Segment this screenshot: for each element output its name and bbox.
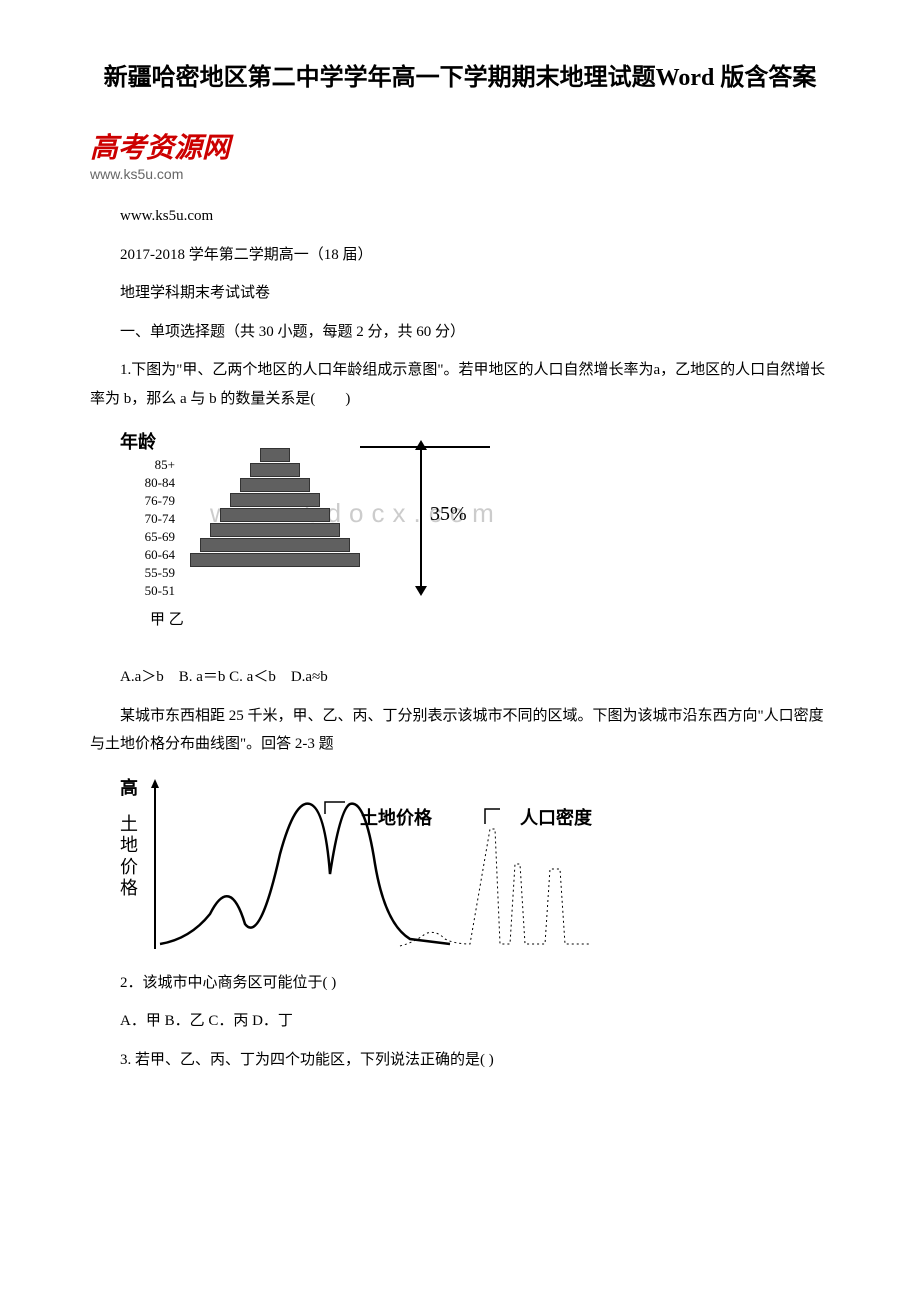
percent-label: 35% xyxy=(430,503,467,526)
pyramid-bar xyxy=(230,493,320,507)
age-ticks: 85+80-8476-7970-7465-6960-6455-5950-51 xyxy=(130,456,175,600)
age-tick: 60-64 xyxy=(130,546,175,564)
question-2-options: A．甲 B．乙 C．丙 D．丁 xyxy=(90,1007,830,1036)
age-tick: 85+ xyxy=(130,456,175,474)
logo-url: www.ks5u.com xyxy=(90,166,830,182)
pyramid-bar xyxy=(260,448,290,462)
question-1-text: 1.下图为"甲、乙两个地区的人口年龄组成示意图"。若甲地区的人口自然增长率为a，… xyxy=(90,356,830,413)
age-tick: 65-69 xyxy=(130,528,175,546)
figure-1-pyramid: 年龄 85+80-8476-7970-7465-6960-6455-5950-5… xyxy=(120,428,620,648)
pyramid-bar xyxy=(250,463,300,477)
question-2-text: 2．该城市中心商务区可能位于( ) xyxy=(90,969,830,998)
age-tick: 55-59 xyxy=(130,564,175,582)
url-line: www.ks5u.com xyxy=(90,202,830,231)
question-2-intro: 某城市东西相距 25 千米，甲、乙、丙、丁分别表示该城市不同的区域。下图为该城市… xyxy=(90,702,830,759)
chart-svg xyxy=(150,774,670,954)
population-curve xyxy=(400,829,590,946)
figure-2-chart: 高 土地价格 土地价格 人口密度 xyxy=(120,774,680,954)
pyramid-bar xyxy=(200,538,350,552)
age-tick: 80-84 xyxy=(130,474,175,492)
age-tick: 70-74 xyxy=(130,510,175,528)
logo-block: 高考资源网 www.ks5u.com xyxy=(90,126,830,182)
logo-text: 高考资源网 xyxy=(90,126,830,166)
pyramid-bar xyxy=(240,478,310,492)
section-heading: 一、单项选择题（共 30 小题，每题 2 分，共 60 分） xyxy=(90,318,830,347)
y-axis-high: 高 xyxy=(120,774,138,800)
figure-1-caption: 甲 乙 xyxy=(150,608,184,629)
age-tick: 76-79 xyxy=(130,492,175,510)
question-1-options: A.a＞b B. a＝b C. a＜b D.a≈b xyxy=(90,663,830,692)
subject-line: 地理学科期末考试试卷 xyxy=(90,279,830,308)
legend-land-price: 土地价格 xyxy=(360,804,432,830)
semester-line: 2017-2018 学年第二学期高一（18 届） xyxy=(90,241,830,270)
age-tick: 50-51 xyxy=(130,582,175,600)
y-axis-label: 土地价格 xyxy=(120,814,140,900)
document-title: 新疆哈密地区第二中学学年高一下学期期末地理试题Word 版含答案 xyxy=(90,60,830,96)
percent-arrow xyxy=(420,448,422,588)
pyramid-bar xyxy=(190,553,360,567)
pyramid-bar xyxy=(210,523,340,537)
age-axis-label: 年龄 xyxy=(120,428,156,454)
question-3-text: 3. 若甲、乙、丙、丁为四个功能区，下列说法正确的是( ) xyxy=(90,1046,830,1075)
legend-population: 人口密度 xyxy=(520,804,592,830)
population-pyramid xyxy=(190,448,360,568)
pyramid-bar xyxy=(220,508,330,522)
